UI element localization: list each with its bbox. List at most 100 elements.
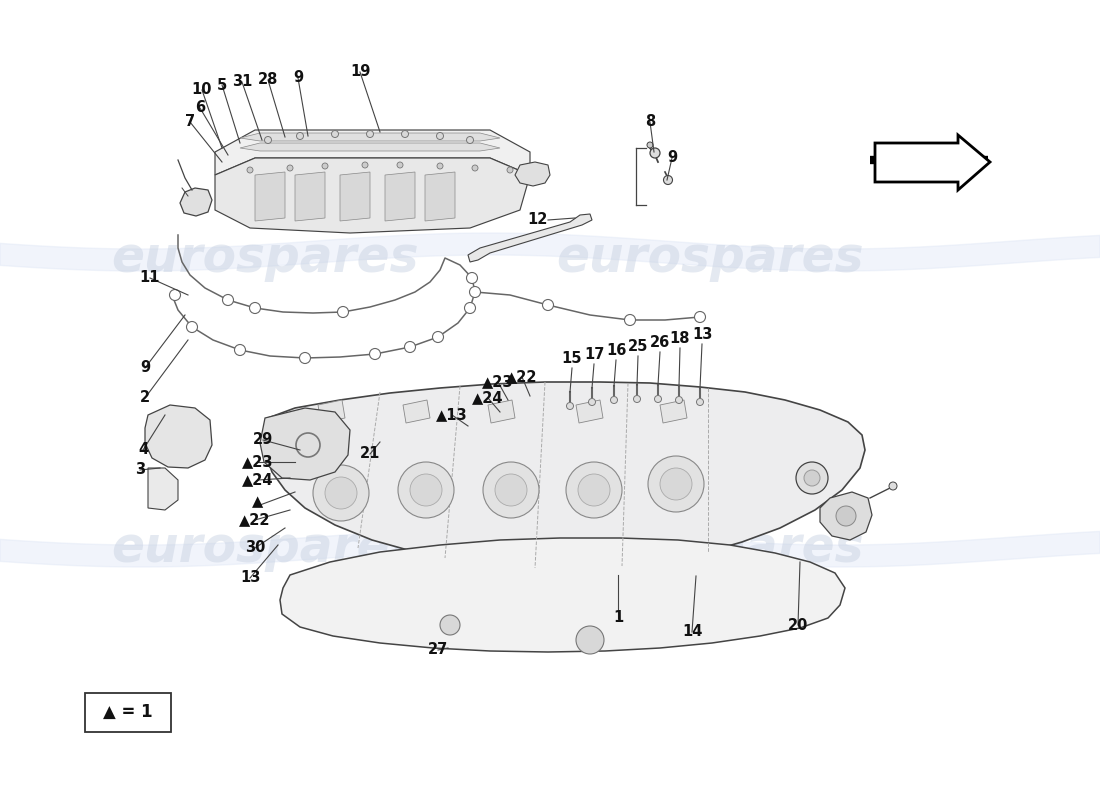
Text: 13: 13 xyxy=(692,327,712,342)
Circle shape xyxy=(466,137,473,143)
Text: eurospares: eurospares xyxy=(111,234,419,282)
Circle shape xyxy=(248,167,253,173)
Circle shape xyxy=(250,302,261,314)
Circle shape xyxy=(287,165,293,171)
Circle shape xyxy=(405,342,416,353)
Polygon shape xyxy=(425,172,455,221)
Polygon shape xyxy=(265,382,865,570)
Text: 20: 20 xyxy=(788,618,808,633)
Text: 25: 25 xyxy=(628,339,648,354)
Text: eurospares: eurospares xyxy=(557,524,864,572)
Text: 6: 6 xyxy=(195,101,205,115)
Circle shape xyxy=(234,345,245,355)
Circle shape xyxy=(483,462,539,518)
Circle shape xyxy=(410,474,442,506)
Circle shape xyxy=(663,175,672,185)
Text: 2: 2 xyxy=(140,390,150,406)
Circle shape xyxy=(297,133,304,139)
Circle shape xyxy=(796,462,828,494)
Text: 21: 21 xyxy=(360,446,381,462)
Text: 1: 1 xyxy=(613,610,623,626)
Text: 8: 8 xyxy=(645,114,656,130)
Polygon shape xyxy=(214,158,530,233)
Text: 30: 30 xyxy=(245,541,265,555)
Circle shape xyxy=(366,130,374,138)
Polygon shape xyxy=(468,214,592,262)
Circle shape xyxy=(397,162,403,168)
Text: ▲23: ▲23 xyxy=(482,374,514,390)
Text: 31: 31 xyxy=(232,74,252,90)
Circle shape xyxy=(660,468,692,500)
Circle shape xyxy=(654,395,661,402)
Circle shape xyxy=(370,349,381,359)
Polygon shape xyxy=(148,468,178,510)
Circle shape xyxy=(331,130,339,138)
Text: 13: 13 xyxy=(240,570,261,586)
Text: 9: 9 xyxy=(667,150,678,166)
Text: 10: 10 xyxy=(191,82,212,98)
Circle shape xyxy=(507,167,513,173)
Circle shape xyxy=(634,395,640,402)
Text: ▲24: ▲24 xyxy=(242,473,274,487)
Polygon shape xyxy=(240,143,501,151)
Text: 7: 7 xyxy=(185,114,195,130)
Text: 11: 11 xyxy=(140,270,161,286)
Circle shape xyxy=(696,398,704,406)
Text: 18: 18 xyxy=(670,331,691,346)
Polygon shape xyxy=(240,133,501,141)
Text: eurospares: eurospares xyxy=(557,234,864,282)
Circle shape xyxy=(650,148,660,158)
Circle shape xyxy=(495,474,527,506)
Text: 9: 9 xyxy=(293,70,304,86)
Circle shape xyxy=(338,306,349,318)
Circle shape xyxy=(464,302,475,314)
Text: ▲22: ▲22 xyxy=(506,370,538,385)
Text: 12: 12 xyxy=(528,213,548,227)
Circle shape xyxy=(169,290,180,301)
Polygon shape xyxy=(385,172,415,221)
Polygon shape xyxy=(280,538,845,652)
Circle shape xyxy=(836,506,856,526)
Circle shape xyxy=(324,477,358,509)
Text: 15: 15 xyxy=(562,351,582,366)
Circle shape xyxy=(804,470,820,486)
Circle shape xyxy=(542,299,553,310)
Text: 28: 28 xyxy=(257,73,278,87)
Text: ▲: ▲ xyxy=(252,494,264,510)
Polygon shape xyxy=(145,405,212,468)
Circle shape xyxy=(322,163,328,169)
Circle shape xyxy=(675,397,682,403)
Text: ▲13: ▲13 xyxy=(437,407,468,422)
Polygon shape xyxy=(295,172,324,221)
Circle shape xyxy=(578,474,610,506)
Text: eurospares: eurospares xyxy=(111,524,419,572)
Circle shape xyxy=(470,286,481,298)
Polygon shape xyxy=(874,135,990,190)
Polygon shape xyxy=(576,400,603,423)
Circle shape xyxy=(694,311,705,322)
Circle shape xyxy=(566,402,573,410)
Polygon shape xyxy=(488,400,515,423)
Circle shape xyxy=(437,133,443,139)
Circle shape xyxy=(472,165,478,171)
Text: 4: 4 xyxy=(138,442,148,458)
Circle shape xyxy=(437,163,443,169)
Text: 19: 19 xyxy=(350,65,371,79)
Circle shape xyxy=(187,322,198,333)
Circle shape xyxy=(398,462,454,518)
Text: 17: 17 xyxy=(584,347,604,362)
Text: ▲ = 1: ▲ = 1 xyxy=(103,703,153,721)
Circle shape xyxy=(402,130,408,138)
Polygon shape xyxy=(820,492,872,540)
Text: 16: 16 xyxy=(606,343,626,358)
Polygon shape xyxy=(318,400,345,423)
Polygon shape xyxy=(515,162,550,186)
Text: 14: 14 xyxy=(682,625,702,639)
Polygon shape xyxy=(214,130,530,175)
Circle shape xyxy=(647,142,653,148)
Circle shape xyxy=(362,162,369,168)
Circle shape xyxy=(440,615,460,635)
Polygon shape xyxy=(403,400,430,423)
FancyBboxPatch shape xyxy=(85,693,170,732)
Text: ▲23: ▲23 xyxy=(242,454,274,470)
